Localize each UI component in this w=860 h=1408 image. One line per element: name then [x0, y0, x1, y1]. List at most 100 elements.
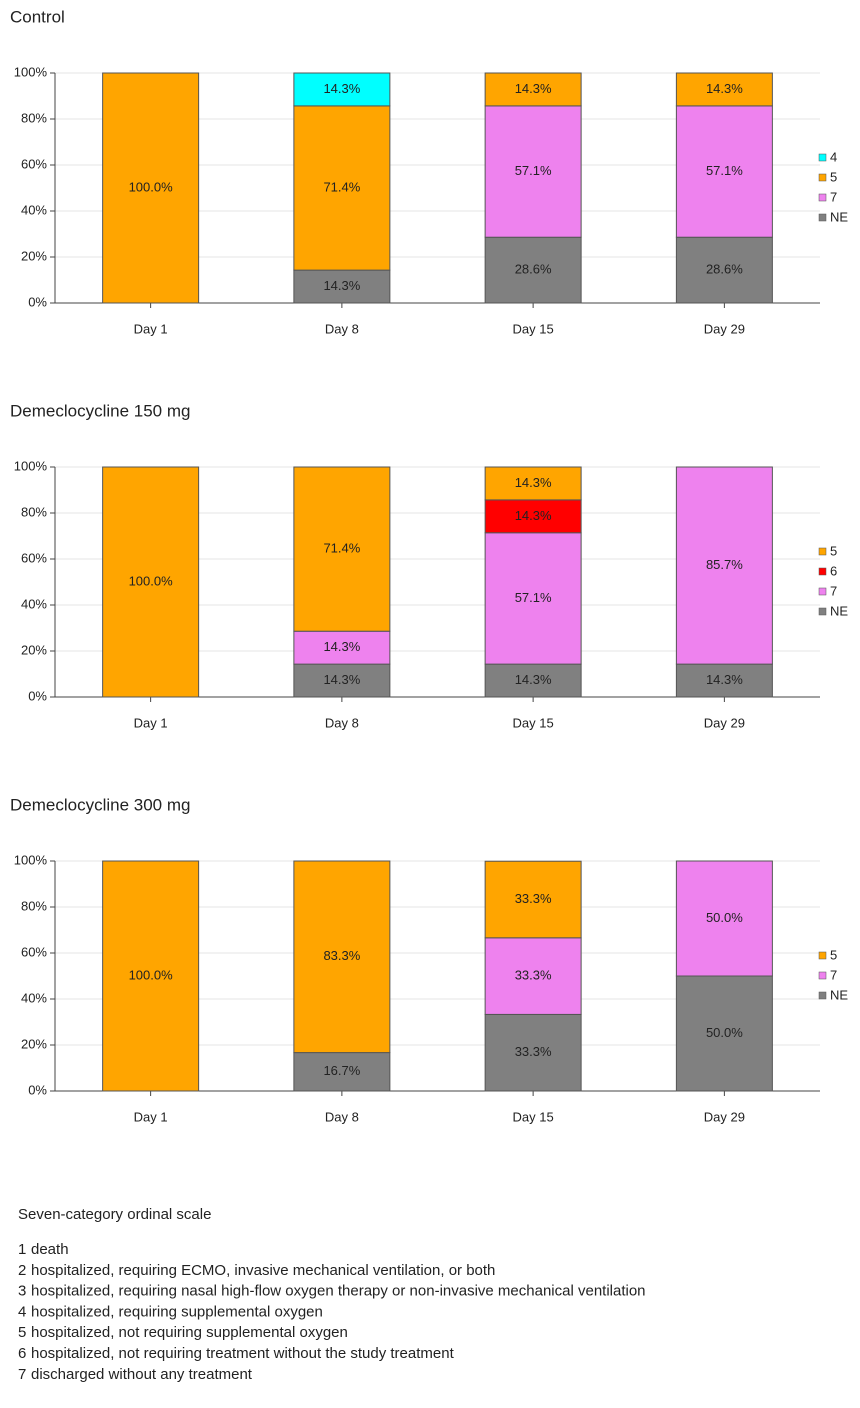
data-label: 14.3%	[323, 639, 360, 654]
chart: Control 0% 20% 40% 60% 80% 100% Day 1 100.0% Day …	[10, 7, 848, 336]
legend-swatch	[818, 213, 827, 222]
bar-segment	[675, 663, 773, 698]
bar-segment	[484, 499, 582, 534]
x-tick-label: Day 1	[134, 321, 168, 336]
data-label: 71.4%	[323, 541, 360, 556]
scale-title: Seven-category ordinal scale	[18, 1206, 211, 1223]
data-label: 57.1%	[515, 163, 552, 178]
bar-segment	[102, 72, 200, 304]
bar-segment	[675, 466, 773, 665]
bar-segment	[484, 105, 582, 238]
legend-swatch	[818, 951, 827, 960]
bar-segment	[484, 466, 582, 501]
data-label: 57.1%	[515, 590, 552, 605]
bar-segment	[484, 236, 582, 304]
bar-segment	[484, 663, 582, 698]
scale-text: death	[31, 1241, 69, 1258]
x-tick-label: Day 29	[704, 715, 745, 730]
data-label: 33.3%	[515, 968, 552, 983]
scale-text: hospitalized, requiring nasal high-flow …	[31, 1283, 646, 1300]
legend-label: 4	[830, 149, 837, 164]
data-label: 83.3%	[323, 948, 360, 963]
bar-segment	[484, 860, 582, 939]
legend-label: 7	[830, 967, 837, 982]
data-label: 14.3%	[706, 81, 743, 96]
chart: Demeclocycline 150 mg 0% 20% 40% 60% 80% 100% D…	[10, 401, 848, 730]
y-tick-label: 100%	[14, 64, 48, 79]
legend-label: 5	[830, 947, 837, 962]
legend-swatch	[818, 173, 827, 182]
legend-label: NE	[830, 987, 848, 1002]
y-tick-label: 60%	[21, 550, 47, 565]
scale-number: 4	[18, 1303, 26, 1320]
y-tick-label: 0%	[28, 294, 47, 309]
bar-segment	[675, 975, 773, 1092]
bar-segment	[293, 466, 391, 632]
data-label: 14.3%	[515, 81, 552, 96]
x-tick-label: Day 15	[513, 715, 554, 730]
scale-number: 5	[18, 1324, 26, 1341]
bar-segment	[293, 105, 391, 271]
y-tick-label: 20%	[21, 1036, 47, 1051]
data-label: 50.0%	[706, 1025, 743, 1040]
x-tick-label: Day 29	[704, 1109, 745, 1124]
scale-number: 1	[18, 1241, 26, 1258]
scale-text: hospitalized, requiring supplemental oxy…	[31, 1303, 323, 1320]
y-tick-label: 40%	[21, 990, 47, 1005]
x-tick-label: Day 8	[325, 715, 359, 730]
legend-swatch	[818, 587, 827, 596]
data-label: 57.1%	[706, 163, 743, 178]
bar-segment	[293, 72, 391, 107]
data-label: 14.3%	[323, 672, 360, 687]
legend-label: NE	[830, 603, 848, 618]
y-tick-label: 20%	[21, 642, 47, 657]
legend-swatch	[818, 971, 827, 980]
bar-segment	[293, 630, 391, 665]
data-label: 28.6%	[706, 262, 743, 277]
data-label: 28.6%	[515, 262, 552, 277]
data-label: 100.0%	[129, 179, 174, 194]
data-label: 14.3%	[515, 475, 552, 490]
chart: Demeclocycline 300 mg 0% 20% 40% 60% 80% 100% D…	[10, 795, 848, 1124]
legend-label: 5	[830, 169, 837, 184]
legend-label: 6	[830, 563, 837, 578]
legend-label: NE	[830, 209, 848, 224]
scale-text: hospitalized, requiring ECMO, invasive m…	[31, 1262, 495, 1279]
x-tick-label: Day 8	[325, 321, 359, 336]
data-label: 100.0%	[129, 967, 174, 982]
scale-number: 3	[18, 1283, 26, 1300]
y-tick-label: 40%	[21, 596, 47, 611]
legend-swatch	[818, 567, 827, 576]
legend-swatch	[818, 153, 827, 162]
x-tick-label: Day 8	[325, 1109, 359, 1124]
data-label: 50.0%	[706, 910, 743, 925]
data-label: 85.7%	[706, 557, 743, 572]
legend-label: 5	[830, 543, 837, 558]
data-label: 14.3%	[515, 672, 552, 687]
scale-text: discharged without any treatment	[31, 1366, 253, 1383]
legend-swatch	[818, 991, 827, 1000]
legend-swatch	[818, 547, 827, 556]
bar-segment	[675, 72, 773, 107]
data-label: 16.7%	[323, 1063, 360, 1078]
bar-segment	[675, 860, 773, 977]
y-tick-label: 60%	[21, 944, 47, 959]
y-tick-label: 80%	[21, 504, 47, 519]
data-label: 33.3%	[515, 1044, 552, 1059]
chart-title: Control	[10, 7, 65, 26]
chart-title: Demeclocycline 150 mg	[10, 401, 190, 420]
bar-segment	[102, 466, 200, 698]
scale-text: hospitalized, not requiring supplemental…	[31, 1324, 348, 1341]
bar-segment	[293, 860, 391, 1054]
scale-number: 6	[18, 1345, 26, 1362]
data-label: 14.3%	[323, 81, 360, 96]
legend-swatch	[818, 607, 827, 616]
y-tick-label: 80%	[21, 898, 47, 913]
x-tick-label: Day 29	[704, 321, 745, 336]
y-tick-label: 100%	[14, 458, 48, 473]
bar-segment	[293, 269, 391, 304]
data-label: 33.3%	[515, 891, 552, 906]
y-tick-label: 0%	[28, 688, 47, 703]
data-label: 14.3%	[323, 278, 360, 293]
x-tick-label: Day 1	[134, 715, 168, 730]
